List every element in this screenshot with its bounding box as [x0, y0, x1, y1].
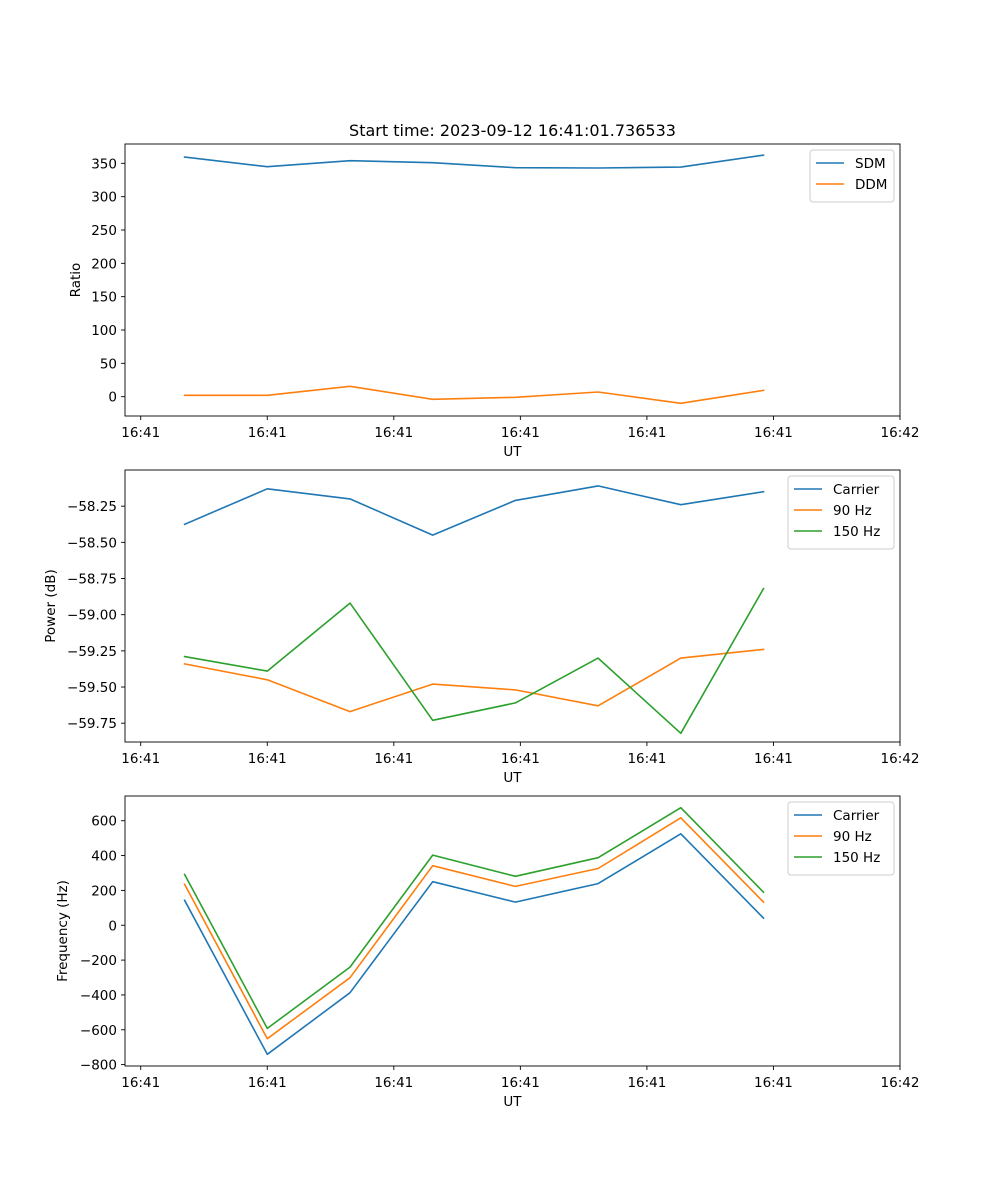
x-tick-label: 16:41 — [501, 1075, 540, 1091]
y-tick-label: 0 — [108, 390, 117, 406]
axes-frame — [124, 469, 901, 743]
series-line-ddm — [183, 385, 765, 405]
y-tick-label: −59.00 — [67, 608, 117, 624]
chart-panel-1: 16:41 16:41 16:41 16:41 16:41 16:41 16:42 0 50 10… — [68, 143, 920, 460]
y-tick-label: 350 — [91, 156, 117, 172]
legend-label: DDM — [855, 177, 887, 193]
y-tick-label: −58.75 — [67, 572, 117, 588]
legend-label: 150 Hz — [833, 524, 880, 540]
axes-frame — [124, 143, 901, 417]
x-axis-label: UT — [503, 1094, 522, 1110]
x-tick-label: 16:41 — [374, 1075, 413, 1091]
x-tick-label: 16:41 — [248, 1075, 287, 1091]
y-tick-label: −58.50 — [67, 535, 117, 551]
y-tick-label: 150 — [91, 290, 117, 306]
x-tick-label: 16:42 — [881, 751, 920, 767]
y-tick-label: −800 — [80, 1058, 117, 1074]
y-tick-label: 400 — [91, 849, 117, 865]
y-tick-label: −58.25 — [67, 499, 117, 515]
x-tick-label: 16:42 — [881, 1075, 920, 1091]
y-tick-label: −59.75 — [67, 716, 117, 732]
y-tick-label: 200 — [91, 883, 117, 899]
x-tick-label: 16:41 — [248, 751, 287, 767]
x-tick-label: 16:41 — [121, 751, 160, 767]
y-tick-label: 100 — [91, 323, 117, 339]
x-axis-label: UT — [503, 444, 522, 460]
x-tick-label: 16:41 — [754, 1075, 793, 1091]
series-line-150-hz — [183, 587, 765, 735]
legend-label: Carrier — [833, 808, 880, 824]
y-tick-label: −400 — [80, 988, 117, 1004]
y-tick-label: −59.25 — [67, 644, 117, 660]
legend: SDM DDM — [809, 149, 895, 203]
y-tick-label: 50 — [100, 356, 117, 372]
series-line-carrier — [183, 832, 765, 1056]
x-tick-label: 16:41 — [627, 1075, 666, 1091]
chart-panel-3: 16:41 16:41 16:41 16:41 16:41 16:41 16:42 −800 −… — [55, 795, 920, 1110]
y-tick-label: −600 — [80, 1023, 117, 1039]
chart-panel-2: 16:41 16:41 16:41 16:41 16:41 16:41 16:42 −58.2… — [43, 469, 920, 786]
legend-label: SDM — [855, 156, 886, 172]
series-line-carrier — [183, 485, 765, 536]
x-tick-label: 16:41 — [248, 425, 287, 441]
y-tick-label: 200 — [91, 256, 117, 272]
x-tick-label: 16:41 — [374, 425, 413, 441]
x-tick-label: 16:42 — [881, 425, 920, 441]
y-tick-label: 0 — [108, 918, 117, 934]
x-tick-label: 16:41 — [627, 751, 666, 767]
axes-frame — [124, 795, 901, 1067]
y-axis-label: Frequency (Hz) — [55, 880, 71, 982]
figure-title: Start time: 2023-09-12 16:41:01.736533 — [349, 121, 676, 140]
x-axis-label: UT — [503, 770, 522, 786]
x-tick-label: 16:41 — [501, 425, 540, 441]
y-tick-label: −200 — [80, 953, 117, 969]
y-axis-label: Power (dB) — [43, 569, 59, 642]
x-tick-label: 16:41 — [754, 425, 793, 441]
y-tick-label: 300 — [91, 190, 117, 206]
y-tick-label: 250 — [91, 223, 117, 239]
legend-label: Carrier — [833, 482, 880, 498]
legend: Carrier 90 Hz 150 Hz — [787, 801, 895, 876]
legend-label: 90 Hz — [833, 829, 872, 845]
legend-label: 90 Hz — [833, 503, 872, 519]
series-line-90-hz — [183, 816, 765, 1040]
legend-label: 150 Hz — [833, 850, 880, 866]
x-tick-label: 16:41 — [374, 751, 413, 767]
x-tick-label: 16:41 — [754, 751, 793, 767]
x-tick-label: 16:41 — [501, 751, 540, 767]
x-tick-label: 16:41 — [121, 1075, 160, 1091]
series-line-sdm — [183, 154, 765, 169]
y-axis-label: Ratio — [68, 263, 84, 298]
y-tick-label: −59.50 — [67, 680, 117, 696]
series-line-150-hz — [183, 806, 765, 1030]
series-line-90-hz — [183, 648, 765, 713]
legend: Carrier 90 Hz 150 Hz — [787, 475, 895, 550]
x-tick-label: 16:41 — [627, 425, 666, 441]
x-tick-label: 16:41 — [121, 425, 160, 441]
y-tick-label: 600 — [91, 814, 117, 830]
